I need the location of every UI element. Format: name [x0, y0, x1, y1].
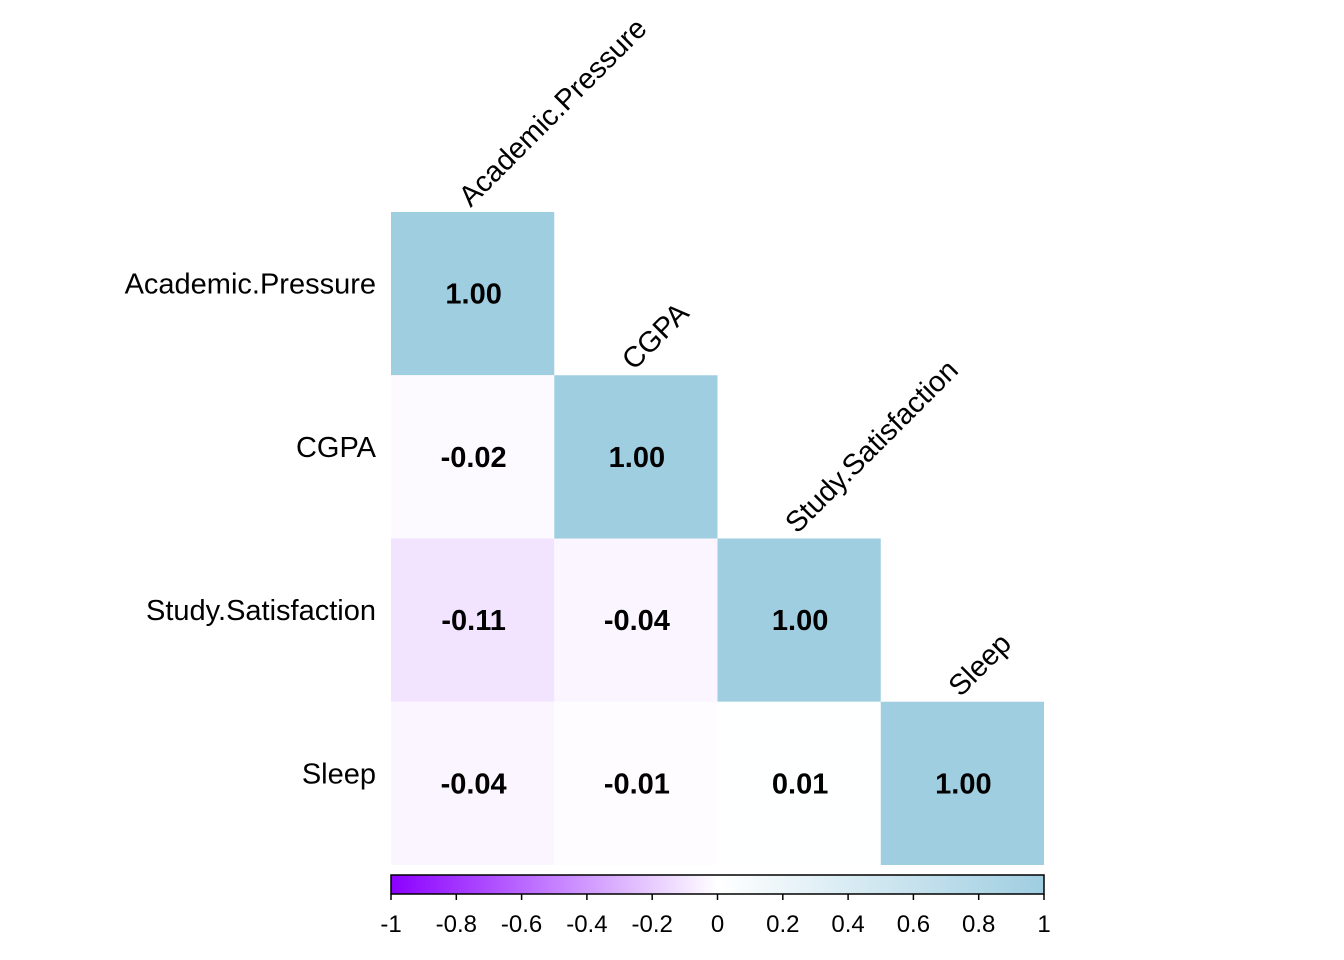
heatmap-cell-1-0 [391, 375, 555, 539]
row-label: Academic.Pressure [125, 269, 376, 301]
cell-value-label: 1.00 [445, 279, 501, 311]
heatmap-cell-3-0 [391, 701, 555, 865]
heatmap-cell-2-0 [391, 538, 555, 702]
heatmap-cell-1-1 [554, 375, 718, 539]
cell-value-label: -0.11 [441, 605, 506, 637]
colorbar-tick-label: 0.2 [766, 911, 799, 938]
cell-value-label: -0.02 [441, 442, 507, 474]
cell-value-label: 0.01 [772, 768, 828, 800]
row-label: Study.Satisfaction [146, 595, 376, 627]
colorbar-tick-label: -0.4 [566, 911, 607, 938]
row-label: CGPA [296, 432, 377, 464]
colorbar-tick-label: 0.6 [897, 911, 930, 938]
column-label: Sleep [943, 628, 1018, 703]
cell-value-label: 1.00 [772, 605, 828, 637]
cell-value-label: -0.04 [441, 768, 507, 800]
colorbar-tick-label: 1 [1037, 911, 1050, 938]
heatmap-cell-2-2 [717, 538, 881, 702]
heatmap-cell-2-1 [554, 538, 718, 702]
colorbar-tick-label: -1 [380, 911, 401, 938]
row-label: Sleep [302, 758, 376, 790]
colorbar-tick-label: -0.8 [436, 911, 477, 938]
column-label: Study.Satisfaction [779, 354, 964, 539]
heatmap-cell-0-0 [391, 212, 555, 376]
heatmap-cell-3-2 [717, 701, 881, 865]
cell-value-label: -0.04 [604, 605, 670, 637]
colorbar-tick-label: 0.4 [831, 911, 864, 938]
colorbar: -1 -0.8 -0.6 -0.4 -0.2 0 0.2 0.4 0.6 0.8 1 [380, 874, 1051, 938]
cell-value-label: 1.00 [609, 442, 665, 474]
colorbar-ticks: -1 -0.8 -0.6 -0.4 -0.2 0 0.2 0.4 0.6 0.8 1 [380, 894, 1051, 938]
heatmap-cells [391, 212, 1044, 865]
colorbar-tick-label: -0.2 [632, 911, 673, 938]
row-labels: Academic.Pressure CGPA Study.Satisfaction S… [125, 269, 377, 791]
column-label: CGPA [616, 297, 696, 377]
colorbar-tick-label: 0 [711, 911, 724, 938]
colorbar-tick-label: 0.8 [962, 911, 995, 938]
heatmap-cell-3-1 [554, 701, 718, 865]
cell-value-label: -0.01 [604, 768, 670, 800]
cell-value-label: 1.00 [935, 768, 991, 800]
colorbar-tick-label: -0.6 [501, 911, 542, 938]
heatmap-cell-labels: 1.00 -0.02 1.00 -0.11 -0.04 1.00 -0.04 -0.01 0.0… [441, 279, 992, 801]
column-label: Academic.Pressure [453, 13, 653, 213]
heatmap-cell-3-3 [880, 701, 1044, 865]
colorbar-gradient [390, 874, 1045, 895]
